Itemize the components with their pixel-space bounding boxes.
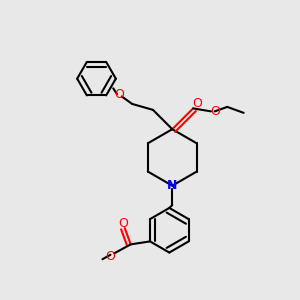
Text: N: N — [167, 179, 178, 192]
Text: O: O — [118, 217, 128, 230]
Text: O: O — [210, 105, 220, 118]
Text: O: O — [105, 250, 115, 263]
Text: O: O — [193, 98, 202, 110]
Text: O: O — [114, 88, 124, 100]
